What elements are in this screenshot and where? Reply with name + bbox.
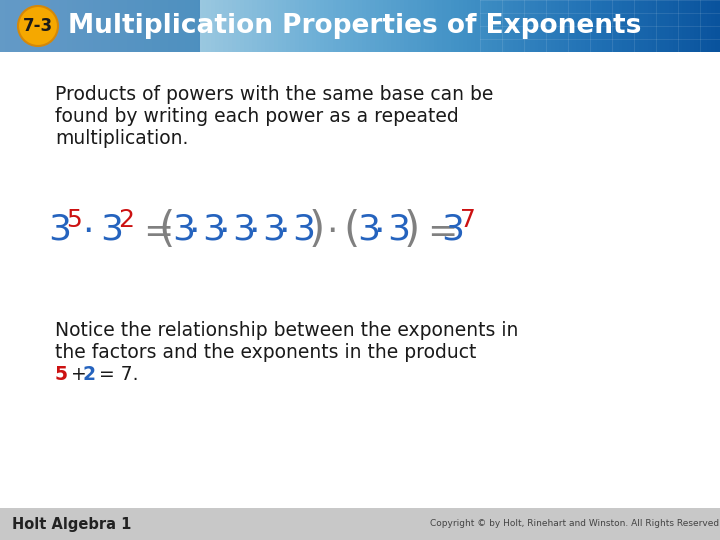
Text: = 7.: = 7.: [93, 364, 138, 383]
Text: Holt Algebra 1: Holt Algebra 1: [12, 516, 131, 531]
Text: $3$: $3$: [292, 213, 314, 247]
Text: $\cdot$: $\cdot$: [373, 213, 382, 247]
Text: $3$: $3$: [387, 213, 409, 247]
Text: Multiplication Properties of Exponents: Multiplication Properties of Exponents: [68, 13, 642, 39]
Text: $3$: $3$: [441, 213, 463, 247]
Text: $3$: $3$: [202, 213, 224, 247]
Text: $3$: $3$: [357, 213, 379, 247]
Text: multiplication.: multiplication.: [55, 130, 189, 148]
Text: $)$: $)$: [308, 209, 323, 251]
Text: $=$: $=$: [136, 213, 171, 247]
Text: $\cdot$: $\cdot$: [82, 213, 91, 247]
Text: found by writing each power as a repeated: found by writing each power as a repeate…: [55, 107, 459, 126]
Text: Products of powers with the same base can be: Products of powers with the same base ca…: [55, 85, 493, 105]
Text: $7$: $7$: [459, 208, 474, 232]
Text: $=$: $=$: [420, 213, 456, 247]
Text: 2: 2: [83, 364, 96, 383]
Text: $\cdot$: $\cdot$: [218, 213, 228, 247]
Text: $\cdot$: $\cdot$: [278, 213, 287, 247]
Text: $\cdot$: $\cdot$: [188, 213, 197, 247]
Text: 7-3: 7-3: [23, 17, 53, 35]
Circle shape: [18, 6, 58, 46]
FancyBboxPatch shape: [0, 0, 200, 52]
Text: $2$: $2$: [118, 208, 133, 232]
Text: $3$: $3$: [48, 213, 70, 247]
Text: $\cdot$: $\cdot$: [326, 213, 336, 247]
Text: Copyright © by Holt, Rinehart and Winston. All Rights Reserved.: Copyright © by Holt, Rinehart and Winsto…: [430, 519, 720, 529]
Text: +: +: [65, 364, 93, 383]
Text: $3$: $3$: [262, 213, 284, 247]
Text: Notice the relationship between the exponents in: Notice the relationship between the expo…: [55, 321, 518, 340]
Text: $)$: $)$: [403, 209, 418, 251]
Text: $3$: $3$: [232, 213, 254, 247]
Text: $($: $($: [343, 209, 358, 251]
Text: $($: $($: [158, 209, 173, 251]
Text: $3$: $3$: [172, 213, 194, 247]
Text: $3$: $3$: [100, 213, 122, 247]
Text: 5: 5: [55, 364, 68, 383]
Text: $\cdot$: $\cdot$: [248, 213, 258, 247]
FancyBboxPatch shape: [0, 508, 720, 540]
Text: the factors and the exponents in the product: the factors and the exponents in the pro…: [55, 342, 477, 361]
Text: $5$: $5$: [66, 208, 81, 232]
